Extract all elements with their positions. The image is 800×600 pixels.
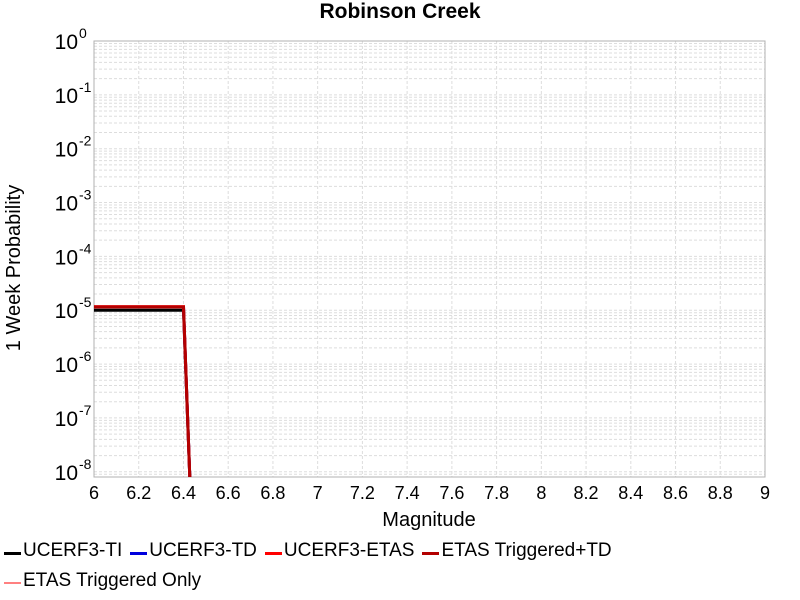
y-tick-exponent: -5 [79, 294, 92, 310]
legend-label: UCERF3-ETAS [283, 540, 415, 561]
series-line [94, 305, 192, 477]
legend-label: UCERF3-TD [149, 540, 257, 561]
x-tick-label: 8.8 [708, 483, 733, 503]
y-tick-label: 10 -3 [55, 187, 92, 216]
y-tick-exponent: -6 [79, 348, 92, 364]
series-line [94, 308, 192, 477]
y-axis-label: 1 Week Probability [3, 185, 25, 351]
chart-title: Robinson Creek [319, 0, 480, 23]
x-tick-label: 8.6 [663, 483, 688, 503]
y-tick-base: 10 [55, 408, 78, 431]
y-tick-label: 10 -2 [55, 133, 92, 162]
y-tick-exponent: 0 [79, 25, 87, 41]
y-tick-exponent: -1 [79, 79, 92, 95]
series-line [94, 305, 192, 477]
x-tick-label: 8.4 [618, 483, 643, 503]
y-tick-label: 10 -5 [55, 294, 92, 323]
x-tick-label: 6.4 [171, 483, 196, 503]
legend-swatch [264, 551, 282, 555]
x-tick-label: 8 [536, 483, 546, 503]
y-tick-label: 10 -4 [55, 240, 92, 269]
y-tick-exponent: -2 [79, 133, 92, 149]
x-tick-labels: 6 6.2 6.4 6.6 6.8 7 7.2 7.4 7.6 7.8 8 8.2 8.4 8.6 8.8 9 [89, 483, 770, 503]
x-tick-label: 8.2 [574, 483, 599, 503]
x-tick-label: 6.2 [126, 483, 151, 503]
y-tick-exponent: -8 [79, 456, 92, 472]
legend-item: UCERF3-TD [126, 540, 257, 562]
x-axis-label: Magnitude [382, 509, 475, 531]
x-tick-label: 7 [313, 483, 323, 503]
x-tick-label: 7.8 [484, 483, 509, 503]
y-tick-base: 10 [55, 246, 78, 269]
x-tick-label: 6.6 [216, 483, 241, 503]
y-tick-base: 10 [55, 354, 78, 377]
y-tick-label: 10 -1 [55, 79, 92, 108]
y-tick-base: 10 [55, 193, 78, 216]
legend-label: UCERF3-TI [23, 540, 123, 561]
legend: UCERF3-TI UCERF3-TD UCERF3-ETAS ETAS Tri… [0, 536, 800, 596]
x-tick-label: 9 [760, 483, 770, 503]
y-tick-label: 10 -6 [55, 348, 92, 377]
x-tick-label: 7.6 [439, 483, 464, 503]
y-tick-base: 10 [55, 85, 78, 108]
x-tick-label: 6 [89, 483, 99, 503]
legend-swatch [4, 551, 21, 555]
y-tick-label: 10 -7 [55, 402, 92, 431]
plot-frame [93, 40, 766, 478]
y-tick-label: 10 0 [55, 25, 87, 54]
legend-item: ETAS Triggered Only [0, 570, 201, 592]
x-tick-label: 7.2 [350, 483, 375, 503]
grid-lines [93, 40, 766, 478]
legend-item: UCERF3-ETAS [261, 540, 415, 562]
legend-item: ETAS Triggered+TD [418, 540, 612, 562]
series-layer [94, 305, 192, 477]
series-line [94, 305, 192, 477]
y-tick-exponent: -4 [79, 240, 92, 256]
y-tick-label: 10 -8 [55, 456, 92, 485]
x-tick-label: 7.4 [395, 483, 420, 503]
y-tick-base: 10 [55, 462, 78, 485]
y-tick-base: 10 [55, 31, 78, 54]
legend-item: UCERF3-TI [0, 540, 122, 562]
x-tick-label: 6.8 [260, 483, 285, 503]
y-tick-base: 10 [55, 139, 78, 162]
legend-swatch [130, 551, 148, 555]
legend-label: ETAS Triggered Only [23, 570, 202, 591]
y-tick-exponent: -7 [79, 402, 92, 418]
legend-swatch [4, 582, 21, 584]
legend-label: ETAS Triggered+TD [441, 540, 612, 561]
y-tick-exponent: -3 [79, 187, 92, 203]
y-tick-base: 10 [55, 300, 78, 323]
legend-swatch [422, 551, 440, 555]
